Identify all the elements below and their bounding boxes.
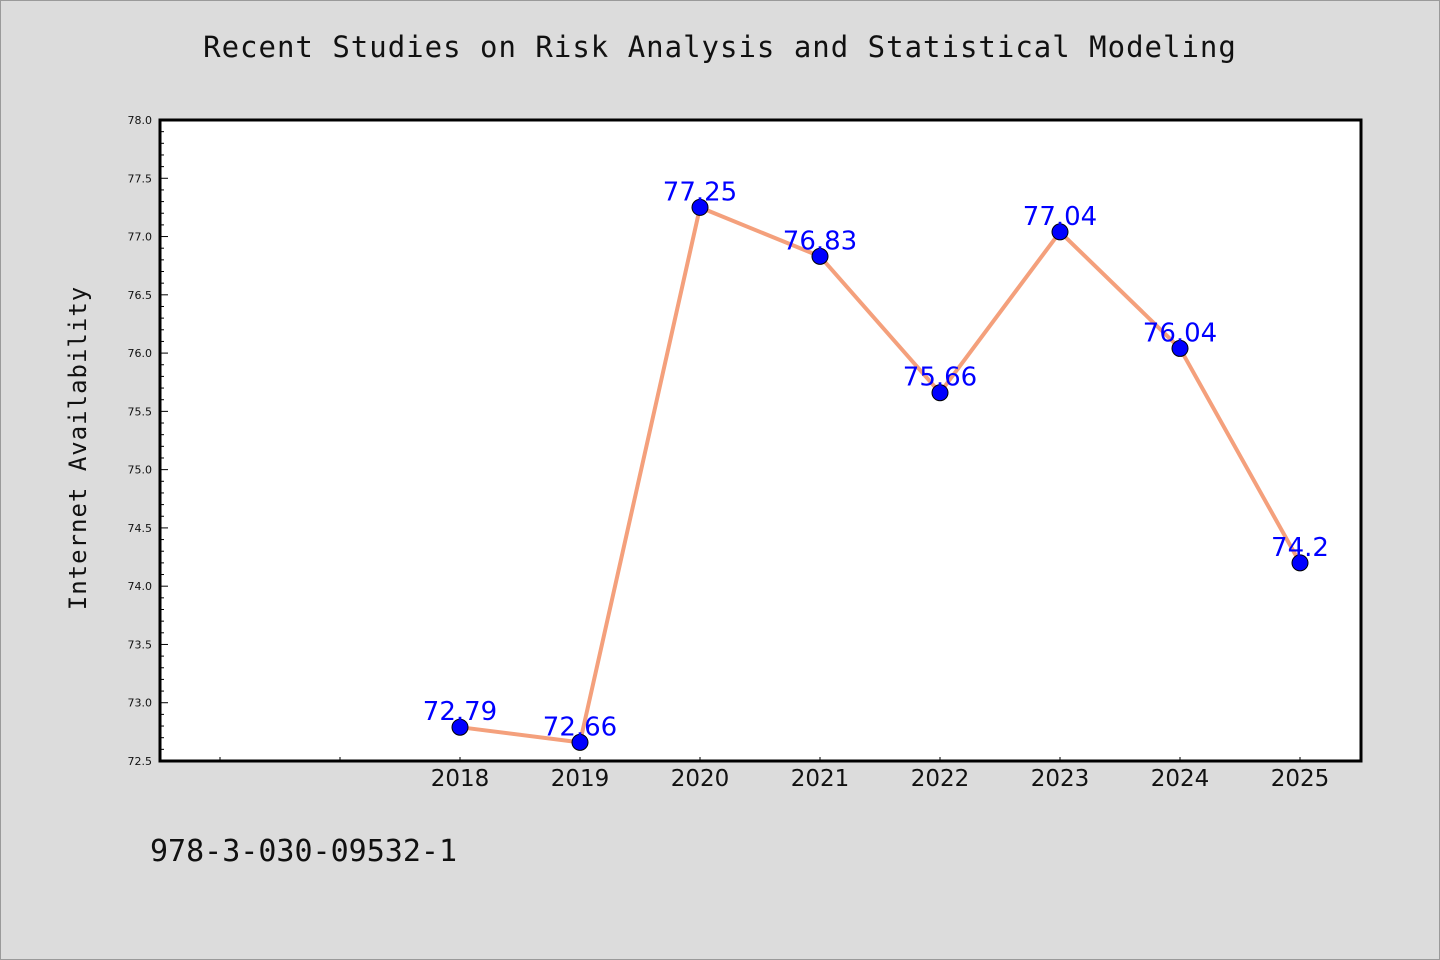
y-tick-label: 75.5 bbox=[128, 405, 153, 418]
y-tick-label: 73.0 bbox=[128, 697, 153, 710]
data-point bbox=[451, 718, 469, 736]
footer-code: 978-3-030-09532-1 bbox=[150, 834, 458, 869]
data-label: 76.83 bbox=[783, 226, 857, 256]
x-ticks: 2018 2019 2020 2021 2022 2023 2024 2025 bbox=[219, 757, 1330, 792]
data-point bbox=[571, 733, 589, 751]
y-tick-label: 72.5 bbox=[128, 755, 153, 768]
data-point bbox=[1291, 554, 1309, 572]
y-tick-label: 74.5 bbox=[128, 522, 153, 535]
data-point bbox=[931, 384, 949, 402]
plot-area bbox=[160, 120, 1361, 761]
y-tick-label: 78.0 bbox=[128, 114, 153, 127]
data-label: 77.04 bbox=[1023, 202, 1097, 232]
data-label: 72.66 bbox=[543, 712, 617, 742]
x-tick-label: 2024 bbox=[1151, 766, 1210, 792]
y-tick-label: 77.0 bbox=[128, 231, 153, 244]
series-points bbox=[451, 198, 1309, 751]
series-line-group bbox=[458, 205, 1302, 745]
y-tick-label: 77.5 bbox=[128, 172, 153, 185]
x-tick-label: 2021 bbox=[791, 766, 850, 792]
plot-border bbox=[158, 118, 1363, 763]
series-line bbox=[458, 205, 1302, 745]
y-tick-label: 73.5 bbox=[128, 638, 153, 651]
y-tick-label: 74.0 bbox=[128, 580, 153, 593]
y-ticks: 72.5 73.0 73.5 74.0 74.5 75.0 75.5 76.0 76.5 77.0… bbox=[128, 114, 168, 768]
x-tick-label: 2023 bbox=[1031, 766, 1090, 792]
y-tick-label: 76.0 bbox=[128, 347, 153, 360]
data-labels: 72.79 72.66 77.25 76.83 75.66 77.04 76.04 74.2 bbox=[423, 177, 1329, 742]
data-label: 76.04 bbox=[1143, 318, 1217, 348]
y-axis-label: Internet Availability bbox=[64, 286, 92, 610]
data-label: 77.25 bbox=[663, 177, 737, 207]
x-tick-label: 2018 bbox=[431, 766, 490, 792]
x-tick-label: 2025 bbox=[1271, 766, 1330, 792]
data-label: 75.66 bbox=[903, 363, 977, 393]
y-tick-label: 75.0 bbox=[128, 464, 153, 477]
chart-title: Recent Studies on Risk Analysis and Stat… bbox=[203, 30, 1237, 64]
data-point bbox=[811, 247, 829, 265]
x-tick-label: 2019 bbox=[551, 766, 610, 792]
data-label: 72.79 bbox=[423, 697, 497, 727]
x-tick-label: 2022 bbox=[911, 766, 970, 792]
data-point bbox=[1171, 339, 1189, 357]
x-tick-label: 2020 bbox=[671, 766, 730, 792]
data-point bbox=[1051, 223, 1069, 241]
data-point bbox=[691, 198, 709, 216]
y-tick-label: 76.5 bbox=[128, 289, 153, 302]
data-label: 74.2 bbox=[1271, 533, 1329, 563]
